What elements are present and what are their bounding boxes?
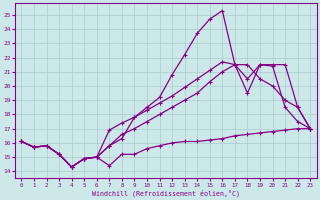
X-axis label: Windchill (Refroidissement éolien,°C): Windchill (Refroidissement éolien,°C) bbox=[92, 189, 240, 197]
